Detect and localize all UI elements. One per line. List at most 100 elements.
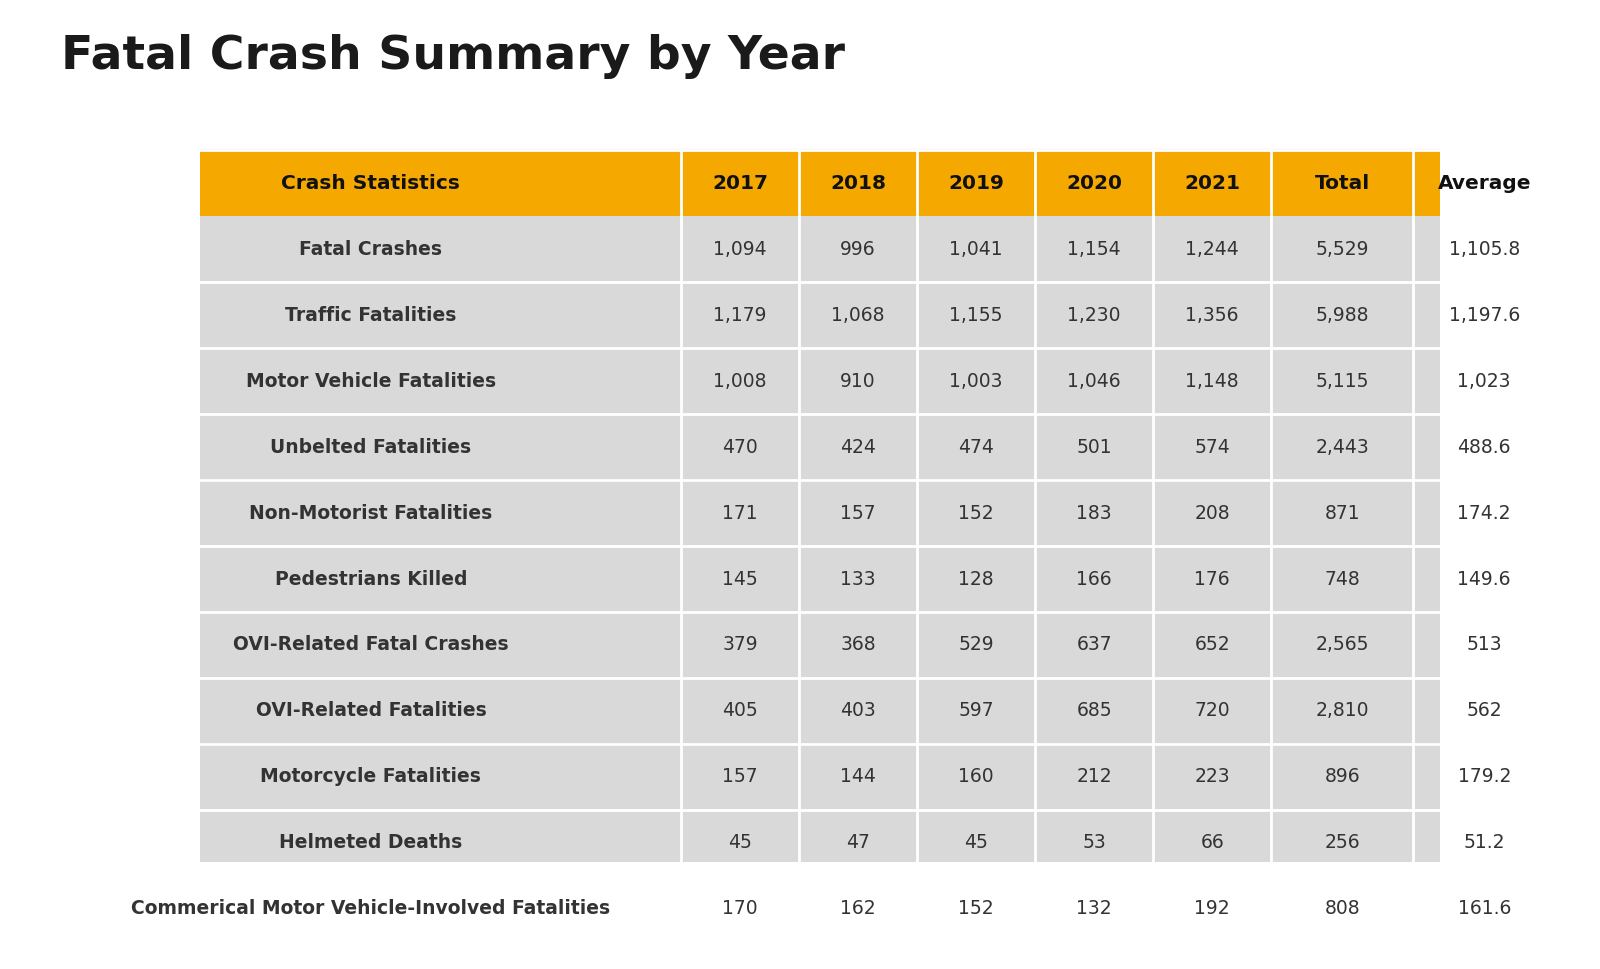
Text: 160: 160 xyxy=(958,767,994,787)
Text: 488.6: 488.6 xyxy=(1458,438,1510,456)
Bar xyxy=(61,810,1555,876)
Text: 223: 223 xyxy=(1195,767,1230,787)
Text: 501: 501 xyxy=(1077,438,1112,456)
Text: 1,244: 1,244 xyxy=(1186,239,1238,259)
Text: 2019: 2019 xyxy=(949,173,1005,193)
Text: 424: 424 xyxy=(840,438,875,456)
Bar xyxy=(682,150,798,216)
Text: 2,565: 2,565 xyxy=(1315,636,1370,654)
Text: 1,155: 1,155 xyxy=(949,305,1003,325)
Bar xyxy=(61,150,1555,942)
Text: 1,179: 1,179 xyxy=(714,305,766,325)
Bar xyxy=(798,150,917,216)
Text: 1,094: 1,094 xyxy=(714,239,766,259)
Bar xyxy=(61,282,1555,348)
Text: 652: 652 xyxy=(1195,636,1230,654)
Text: 45: 45 xyxy=(965,833,989,853)
Text: 2,810: 2,810 xyxy=(1315,702,1370,721)
Text: 1,068: 1,068 xyxy=(832,305,885,325)
Text: Total: Total xyxy=(1315,173,1370,193)
Text: 474: 474 xyxy=(958,438,994,456)
Text: 1,356: 1,356 xyxy=(1186,305,1238,325)
Bar xyxy=(61,480,1555,547)
Text: 171: 171 xyxy=(722,504,758,522)
Text: 152: 152 xyxy=(958,899,994,919)
Bar xyxy=(61,150,682,216)
Bar xyxy=(61,414,1555,480)
Text: 910: 910 xyxy=(840,371,875,391)
Text: 256: 256 xyxy=(1325,833,1360,853)
Text: 2,443: 2,443 xyxy=(1315,438,1370,456)
Text: 152: 152 xyxy=(958,504,994,522)
Text: Fatal Crash Summary by Year: Fatal Crash Summary by Year xyxy=(61,34,845,78)
Text: 748: 748 xyxy=(1325,570,1360,588)
Text: 1,023: 1,023 xyxy=(1458,371,1510,391)
Text: Commerical Motor Vehicle-Involved Fatalities: Commerical Motor Vehicle-Involved Fatali… xyxy=(131,899,611,919)
Bar xyxy=(1154,150,1272,216)
Text: 368: 368 xyxy=(840,636,875,654)
Text: 513: 513 xyxy=(1467,636,1502,654)
Text: 896: 896 xyxy=(1325,767,1360,787)
Text: 170: 170 xyxy=(722,899,758,919)
Bar xyxy=(1413,150,1555,216)
Text: 145: 145 xyxy=(722,570,758,588)
Text: 161.6: 161.6 xyxy=(1458,899,1510,919)
Text: 128: 128 xyxy=(958,570,994,588)
Text: 132: 132 xyxy=(1077,899,1112,919)
Text: 192: 192 xyxy=(1195,899,1230,919)
Text: OVI-Related Fatalities: OVI-Related Fatalities xyxy=(256,702,486,721)
Text: 574: 574 xyxy=(1194,438,1230,456)
Text: 208: 208 xyxy=(1195,504,1230,522)
Text: 1,003: 1,003 xyxy=(949,371,1003,391)
Text: 1,041: 1,041 xyxy=(949,239,1003,259)
Text: Traffic Fatalities: Traffic Fatalities xyxy=(285,305,456,325)
Text: 1,008: 1,008 xyxy=(714,371,766,391)
Text: 808: 808 xyxy=(1325,899,1360,919)
Text: OVI-Related Fatal Crashes: OVI-Related Fatal Crashes xyxy=(234,636,509,654)
Text: 162: 162 xyxy=(840,899,875,919)
Text: 405: 405 xyxy=(722,702,758,721)
Text: Helmeted Deaths: Helmeted Deaths xyxy=(280,833,462,853)
Text: 1,105.8: 1,105.8 xyxy=(1448,239,1520,259)
Text: 47: 47 xyxy=(846,833,870,853)
Text: 174.2: 174.2 xyxy=(1458,504,1510,522)
Text: 166: 166 xyxy=(1077,570,1112,588)
Text: 685: 685 xyxy=(1077,702,1112,721)
Bar xyxy=(1272,150,1413,216)
Text: Motorcycle Fatalities: Motorcycle Fatalities xyxy=(261,767,482,787)
Text: 2020: 2020 xyxy=(1066,173,1122,193)
Text: 597: 597 xyxy=(958,702,994,721)
Text: 5,988: 5,988 xyxy=(1315,305,1370,325)
Bar xyxy=(917,150,1035,216)
Bar xyxy=(61,744,1555,810)
Text: 66: 66 xyxy=(1200,833,1224,853)
Bar xyxy=(61,876,1555,942)
Text: 637: 637 xyxy=(1077,636,1112,654)
Text: 403: 403 xyxy=(840,702,875,721)
Text: 179.2: 179.2 xyxy=(1458,767,1510,787)
Text: Crash Statistics: Crash Statistics xyxy=(282,173,461,193)
Text: Fatal Crashes: Fatal Crashes xyxy=(299,239,442,259)
Text: 562: 562 xyxy=(1467,702,1502,721)
Text: Non-Motorist Fatalities: Non-Motorist Fatalities xyxy=(250,504,493,522)
Text: Motor Vehicle Fatalities: Motor Vehicle Fatalities xyxy=(246,371,496,391)
Text: 470: 470 xyxy=(722,438,758,456)
Bar xyxy=(1035,150,1154,216)
Text: 2017: 2017 xyxy=(712,173,768,193)
Bar xyxy=(61,612,1555,678)
Text: 720: 720 xyxy=(1195,702,1230,721)
Text: Unbelted Fatalities: Unbelted Fatalities xyxy=(270,438,472,456)
Text: 212: 212 xyxy=(1077,767,1112,787)
Bar xyxy=(61,216,1555,282)
Text: 871: 871 xyxy=(1325,504,1360,522)
Text: 176: 176 xyxy=(1195,570,1230,588)
Text: 157: 157 xyxy=(840,504,875,522)
Bar xyxy=(61,678,1555,744)
Text: 5,115: 5,115 xyxy=(1315,371,1370,391)
Bar xyxy=(61,348,1555,414)
Text: 133: 133 xyxy=(840,570,875,588)
Text: 1,148: 1,148 xyxy=(1186,371,1238,391)
Text: 2021: 2021 xyxy=(1184,173,1240,193)
Text: 1,046: 1,046 xyxy=(1067,371,1122,391)
Text: 1,197.6: 1,197.6 xyxy=(1448,305,1520,325)
